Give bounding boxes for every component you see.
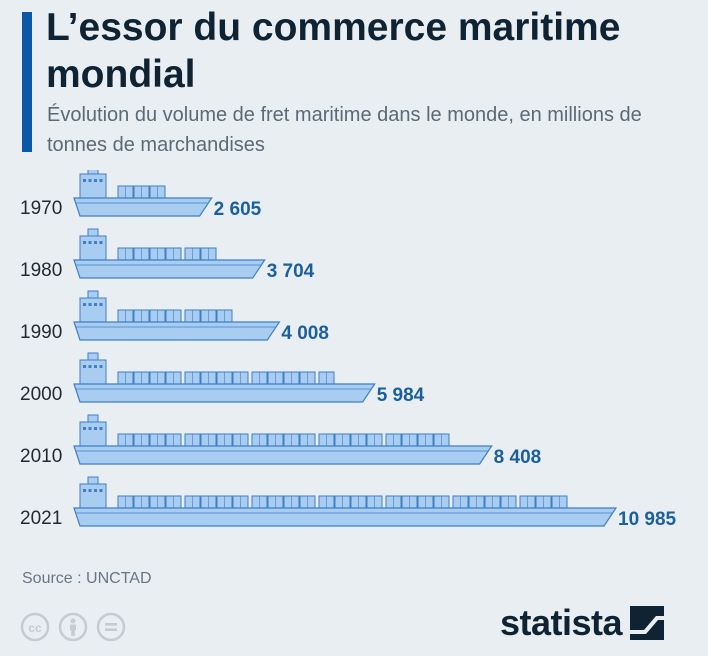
year-label: 2010 [20, 446, 62, 467]
cc-icon: cc [20, 612, 50, 642]
ship-hull [73, 259, 266, 279]
statista-logo-icon [630, 606, 665, 640]
year-label: 2000 [20, 384, 62, 405]
svg-text:cc: cc [28, 621, 42, 635]
ship-hull [73, 321, 281, 341]
value-label: 3 704 [267, 261, 315, 282]
ship-bar-2000: 2000 5 984 [20, 352, 425, 406]
ship-bar-2010: 2010 8 408 [20, 414, 542, 468]
ship-funnel [87, 476, 99, 485]
attribution-icon [58, 612, 88, 642]
brand-wordmark: statista [500, 602, 623, 643]
ship-bridge [79, 483, 107, 509]
ship-hull [73, 507, 618, 527]
value-label: 8 408 [494, 447, 542, 468]
ship-bar-1980: 1980 3 704 [20, 228, 315, 282]
ship-funnel [87, 228, 99, 237]
year-label: 2021 [20, 508, 62, 529]
year-label: 1980 [20, 260, 62, 281]
value-label: 10 985 [618, 509, 677, 530]
ship-bridge [79, 235, 107, 261]
ship-bar-2021: 2021 10 985 [20, 476, 677, 530]
ship-funnel [87, 414, 99, 423]
year-label: 1990 [20, 322, 62, 343]
no-derivatives-icon [96, 612, 126, 642]
source-note: Source : UNCTAD [22, 570, 152, 587]
chart-title: L’essor du commerce maritime mondial [46, 6, 621, 96]
ship-funnel [87, 352, 99, 361]
value-label: 2 605 [214, 199, 262, 220]
year-label: 1970 [20, 198, 62, 219]
ship-hull [73, 197, 213, 217]
value-label: 4 008 [281, 323, 329, 344]
license-icons: cc [20, 612, 126, 642]
ship-bridge [79, 297, 107, 323]
ship-funnel [87, 170, 99, 175]
ship-hull [73, 445, 493, 465]
ship-bar-1970: 1970 2 605 [20, 170, 262, 220]
ship-bar-chart: 1970 2 605 1980 3 704 1990 4 008 2000 5 984 2010… [20, 170, 677, 530]
ship-bar-1990: 1990 4 008 [20, 290, 329, 344]
value-label: 5 984 [377, 385, 425, 406]
chart-subtitle: Évolution du volume de fret maritime dan… [47, 104, 642, 156]
ship-hull [73, 383, 376, 403]
title-accent-bar [22, 12, 32, 152]
ship-bridge [79, 421, 107, 447]
ship-funnel [87, 290, 99, 299]
ship-bridge [79, 173, 107, 199]
statista-brand[interactable]: statista [500, 602, 665, 644]
ship-bridge [79, 359, 107, 385]
